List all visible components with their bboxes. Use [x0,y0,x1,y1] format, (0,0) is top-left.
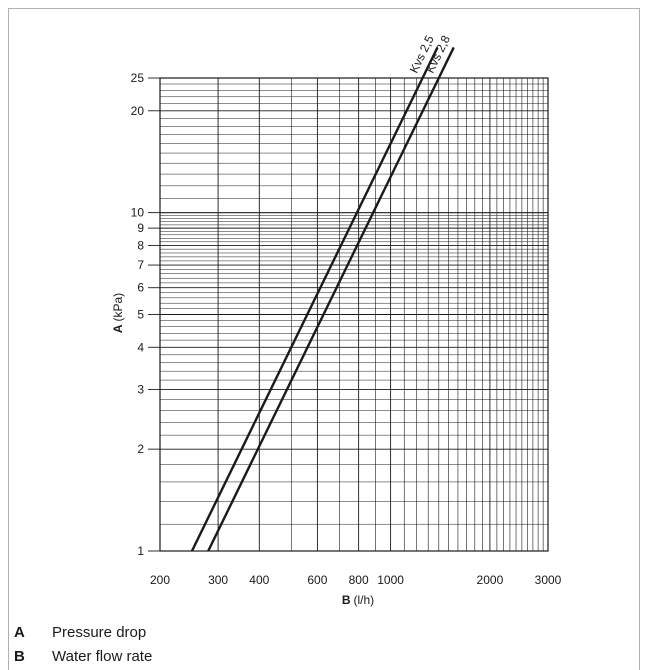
y-tick-label: 9 [137,221,144,235]
x-tick-label: 600 [307,573,327,587]
y-axis-letter: A [111,324,125,333]
x-tick-label: 200 [150,573,170,587]
x-axis-unit: (l/h) [354,593,375,607]
legend-text-b: Water flow rate [52,648,153,665]
figure-frame [8,8,640,670]
y-tick-label: 8 [137,238,144,252]
x-tick-label: 3000 [535,573,562,587]
legend-item-a: A Pressure drop [14,624,146,641]
x-tick-label: 1000 [377,573,404,587]
x-tick-label: 400 [249,573,269,587]
legend-item-b: B Water flow rate [14,648,152,665]
y-axis-label: A (kPa) [111,293,125,333]
x-tick-label: 300 [208,573,228,587]
y-tick-label: 1 [137,544,144,558]
series-line-2 [207,77,440,552]
y-tick-label: 20 [131,104,145,118]
y-tick-label: 5 [137,308,144,322]
x-tick-label: 2000 [477,573,504,587]
x-axis-label: B (l/h) [342,593,374,607]
x-axis-ticks: 200 300 400 600 800 1000 2000 3000 [150,573,562,587]
series-line-extension-1 [421,46,439,79]
y-tick-label: 2 [137,442,144,456]
y-tick-label: 7 [137,258,144,272]
y-tick-label: 4 [137,340,144,354]
y-tick-label: 6 [137,281,144,295]
x-tick-label: 800 [349,573,369,587]
y-tick-label: 10 [131,206,145,220]
grid-major [159,77,549,552]
legend-text-a: Pressure drop [52,624,147,641]
y-tick-label: 25 [131,71,145,85]
y-axis-ticks: 1 2 3 4 5 6 7 8 910 20 25 [131,71,160,558]
legend-key-a: A [14,624,25,641]
y-axis-unit: (kPa) [111,293,125,322]
legend-key-b: B [14,648,25,665]
series-line-1 [190,77,424,552]
x-axis-letter: B [342,593,351,607]
y-tick-label: 3 [137,383,144,397]
series-line-extension-2 [437,46,455,79]
